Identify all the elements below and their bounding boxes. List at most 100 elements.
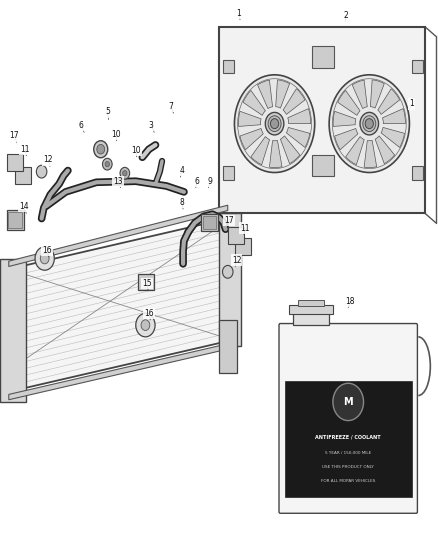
Bar [285,381,412,497]
Text: 8: 8 [180,198,184,207]
Text: 5 YEAR / 150,000 MILE: 5 YEAR / 150,000 MILE [325,451,371,455]
Bar [138,274,154,290]
Bar [312,155,334,176]
Wedge shape [238,111,261,126]
Bar [15,167,31,184]
Bar [223,166,234,180]
Text: 14: 14 [19,203,29,211]
Circle shape [97,144,105,154]
Wedge shape [333,111,356,126]
Text: 10: 10 [111,130,121,139]
Wedge shape [381,127,405,148]
Text: 11: 11 [20,145,30,154]
Bar [8,212,22,228]
Wedge shape [378,88,399,115]
Wedge shape [240,128,263,150]
Wedge shape [243,91,265,115]
Wedge shape [286,127,310,148]
Bar [293,312,328,325]
Wedge shape [269,140,282,167]
Circle shape [329,75,410,173]
Circle shape [136,313,155,337]
Circle shape [36,165,47,178]
Wedge shape [375,136,395,164]
Circle shape [363,116,376,132]
Wedge shape [288,109,311,124]
Bar [7,154,23,171]
Circle shape [141,320,150,330]
Text: 18: 18 [346,297,355,305]
Text: 5: 5 [105,108,110,116]
Circle shape [40,253,49,264]
Circle shape [365,119,373,128]
Bar [7,210,24,230]
Wedge shape [346,136,364,165]
Text: 6: 6 [194,177,200,185]
Bar [298,300,324,306]
Bar [201,214,218,231]
Circle shape [35,247,54,270]
Wedge shape [382,109,406,124]
Circle shape [268,116,281,132]
Circle shape [120,167,130,179]
Polygon shape [219,27,425,213]
FancyBboxPatch shape [279,324,417,513]
Bar [289,305,333,314]
Text: 4: 4 [179,166,184,175]
Wedge shape [338,91,360,115]
Text: 6: 6 [78,121,84,130]
Text: 16: 16 [144,309,154,318]
Text: 2: 2 [344,12,348,20]
Circle shape [265,112,284,135]
Text: ANTIFREEZE / COOLANT: ANTIFREEZE / COOLANT [315,434,381,439]
Text: 17: 17 [224,216,234,225]
Text: FOR ALL MOPAR VEHICLES: FOR ALL MOPAR VEHICLES [321,479,375,482]
Bar [412,60,423,74]
Bar [203,216,216,229]
Circle shape [333,383,364,421]
Wedge shape [251,136,269,165]
Text: USE THIS PRODUCT ONLY: USE THIS PRODUCT ONLY [322,465,374,469]
Wedge shape [371,80,384,108]
Wedge shape [352,80,367,109]
Circle shape [234,75,315,173]
Wedge shape [364,140,377,167]
Polygon shape [9,344,228,400]
Wedge shape [335,128,358,150]
Bar [223,60,234,74]
Circle shape [105,161,110,167]
Text: M: M [343,397,353,407]
Text: 10: 10 [131,146,141,155]
Circle shape [270,119,279,128]
Polygon shape [219,320,237,373]
Circle shape [102,158,112,170]
Text: 12: 12 [232,256,241,264]
Polygon shape [9,219,228,392]
Circle shape [94,141,108,158]
Polygon shape [0,259,26,402]
Polygon shape [219,213,241,346]
Text: 15: 15 [142,279,152,288]
Text: 3: 3 [148,121,154,130]
Wedge shape [276,80,290,108]
Text: 17: 17 [10,132,19,140]
Text: 7: 7 [168,102,173,111]
Bar [412,166,423,180]
Bar [235,238,251,255]
Wedge shape [258,80,272,109]
Polygon shape [9,205,228,266]
Text: 16: 16 [42,246,52,255]
Text: 9: 9 [208,177,213,185]
Circle shape [223,265,233,278]
Text: 1: 1 [237,9,241,18]
Circle shape [123,171,127,176]
Bar [312,46,334,68]
Text: 12: 12 [43,156,53,164]
Text: 13: 13 [113,177,123,185]
Wedge shape [283,88,305,115]
Bar [228,227,244,244]
Text: 11: 11 [240,224,250,232]
Text: 1: 1 [410,100,414,108]
Circle shape [360,112,378,135]
Wedge shape [280,136,300,164]
